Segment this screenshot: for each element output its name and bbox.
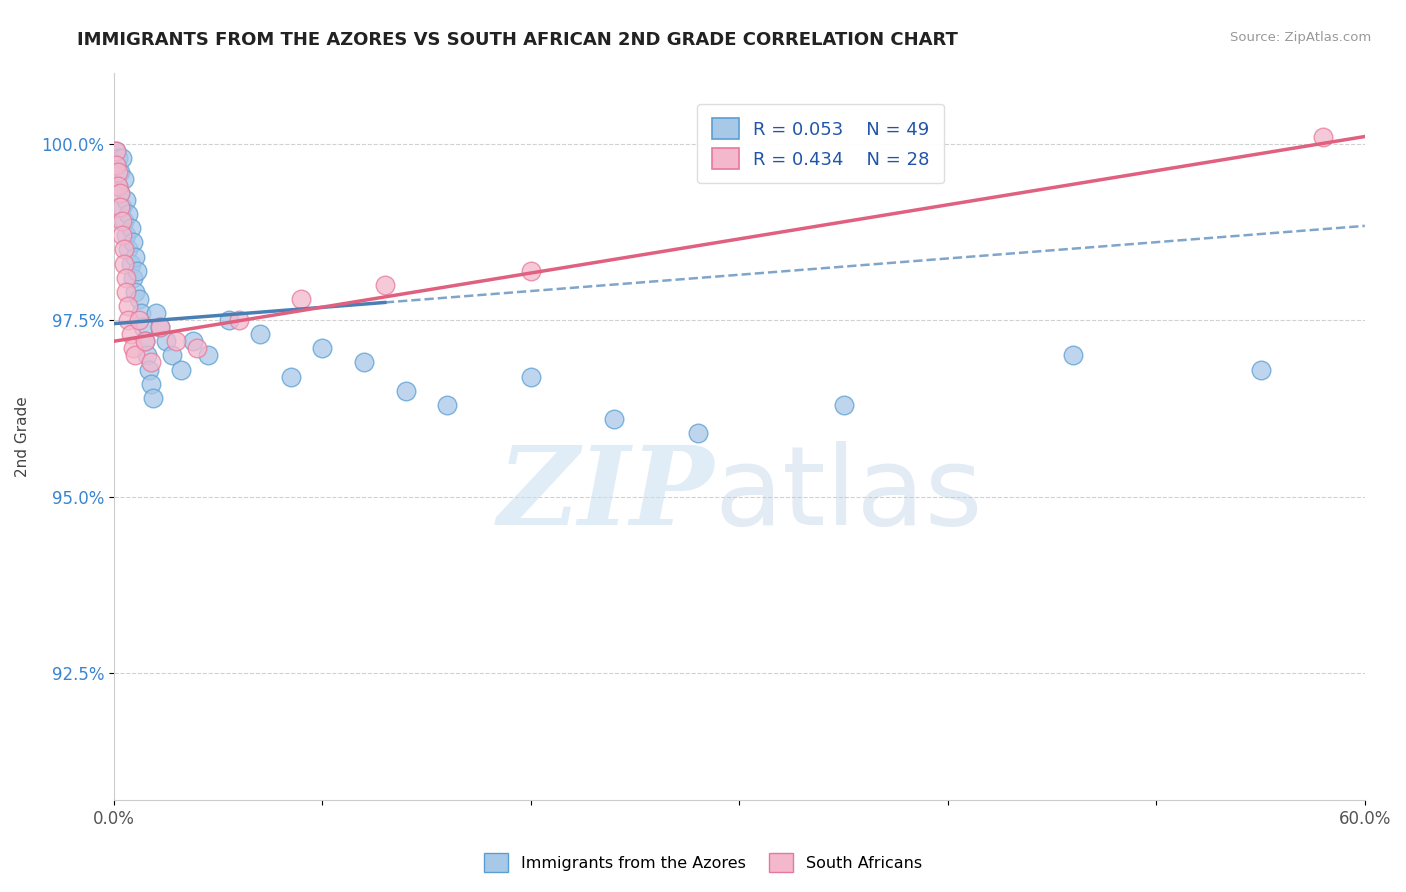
Point [111,151,134,165]
Point [520,369,543,384]
Point [117,243,139,257]
Point [120,221,142,235]
Text: atlas: atlas [714,442,983,549]
Point [129,306,152,320]
Point [165,334,187,349]
Point [395,384,418,398]
Point [108,186,131,200]
Point [311,342,333,356]
Point [280,369,302,384]
Point [111,228,134,243]
Point [145,306,167,320]
Point [136,348,159,362]
Point [686,426,709,441]
Point [115,193,138,207]
Point [107,178,129,193]
Point [112,243,135,257]
Point [1062,348,1084,362]
Point [169,362,191,376]
Legend: R = 0.053    N = 49, R = 0.434    N = 28: R = 0.053 N = 49, R = 0.434 N = 28 [697,103,943,184]
Point [436,398,458,412]
Point [111,214,134,228]
Point [115,228,138,243]
Point [124,285,146,299]
Point [115,285,138,299]
Point [124,348,146,362]
Point [520,263,543,277]
Point [128,313,150,327]
Point [141,355,163,369]
Point [290,292,312,306]
Point [141,376,163,391]
Point [104,158,127,172]
Point [112,257,135,271]
Point [197,348,219,362]
Point [374,277,396,292]
Text: ZIP: ZIP [498,441,714,549]
Point [228,313,250,327]
Point [104,144,127,158]
Point [107,178,129,193]
Point [128,292,150,306]
Point [117,313,139,327]
Point [134,334,156,349]
Point [117,207,139,221]
Text: IMMIGRANTS FROM THE AZORES VS SOUTH AFRICAN 2ND GRADE CORRELATION CHART: IMMIGRANTS FROM THE AZORES VS SOUTH AFRI… [77,31,959,49]
Point [120,257,142,271]
Point [115,270,138,285]
Point [134,334,156,349]
Legend: Immigrants from the Azores, South Africans: Immigrants from the Azores, South Africa… [475,845,931,880]
Point [218,313,240,327]
Point [112,214,135,228]
Point [125,263,148,277]
Point [121,235,143,250]
Point [108,186,131,200]
Point [120,327,142,342]
Y-axis label: 2nd Grade: 2nd Grade [15,396,30,477]
Point [138,362,160,376]
Text: Source: ZipAtlas.com: Source: ZipAtlas.com [1230,31,1371,45]
Point [104,158,127,172]
Point [117,299,139,313]
Point [108,200,131,214]
Point [832,398,855,412]
Point [353,355,375,369]
Point [104,144,127,158]
Point [142,391,165,405]
Point [1250,362,1272,376]
Point [1312,129,1334,144]
Point [108,165,131,179]
Point [603,412,626,426]
Point [132,320,155,334]
Point [107,151,129,165]
Point [111,200,134,214]
Point [186,342,208,356]
Point [155,334,177,349]
Point [160,348,183,362]
Point [181,334,204,349]
Point [149,320,172,334]
Point [121,270,143,285]
Point [121,342,143,356]
Point [249,327,271,342]
Point [112,172,135,186]
Point [124,250,146,264]
Point [149,320,172,334]
Point [107,165,129,179]
